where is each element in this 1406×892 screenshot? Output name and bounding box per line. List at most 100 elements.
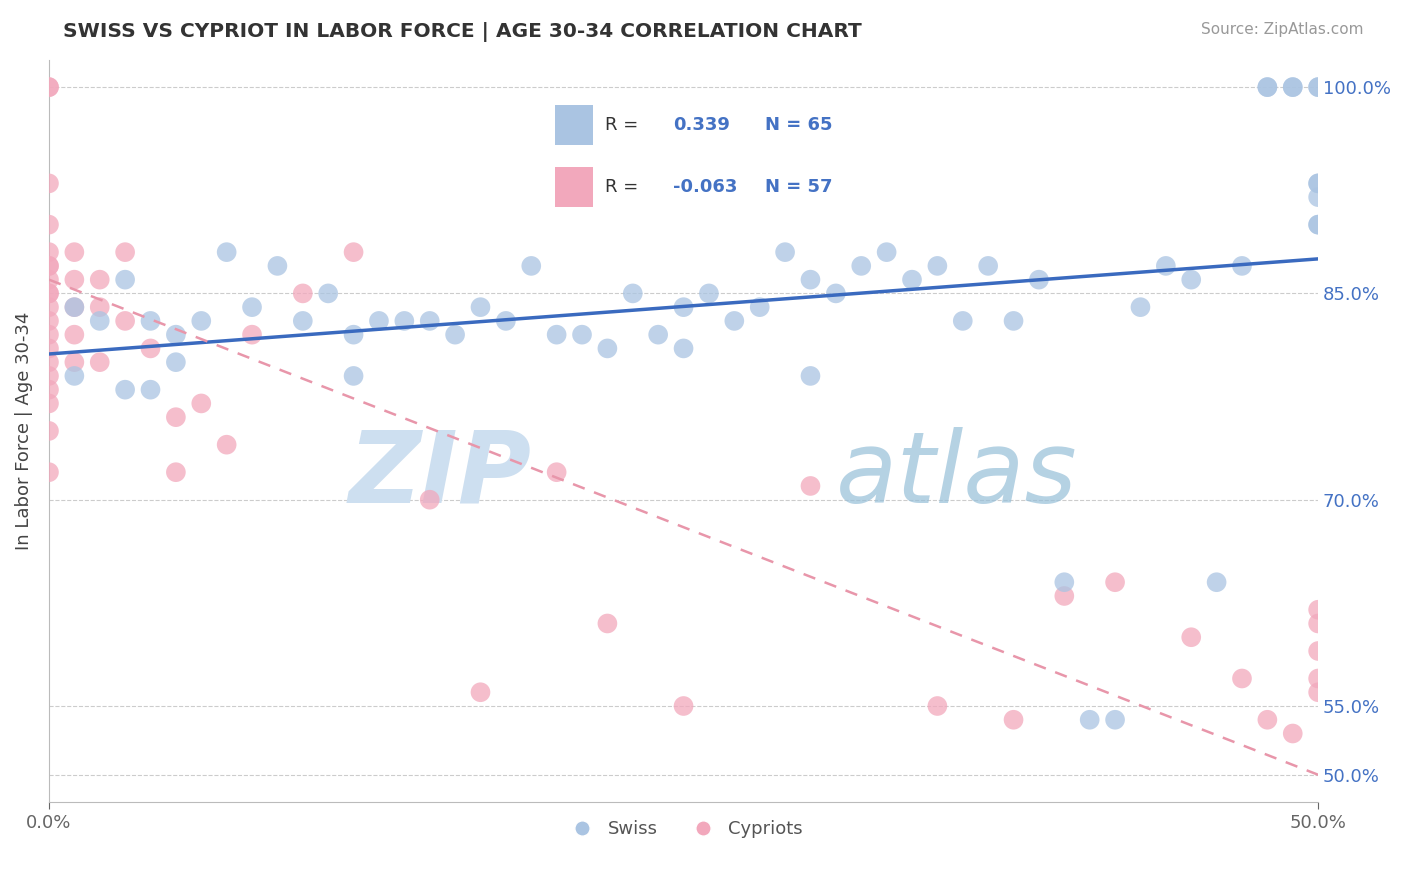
Point — [1281, 80, 1303, 95]
Point — [38, 80, 60, 95]
Text: atlas: atlas — [835, 427, 1077, 524]
Point — [1028, 273, 1050, 287]
Point — [901, 273, 924, 287]
Point — [266, 259, 288, 273]
Point — [63, 300, 86, 314]
Point — [139, 314, 162, 328]
Point — [1256, 80, 1278, 95]
Point — [38, 424, 60, 438]
Point — [342, 245, 364, 260]
Point — [1154, 259, 1177, 273]
Point — [1002, 713, 1025, 727]
Point — [1256, 713, 1278, 727]
Point — [444, 327, 467, 342]
Point — [63, 327, 86, 342]
Point — [63, 300, 86, 314]
Point — [1256, 80, 1278, 95]
Point — [799, 479, 821, 493]
Point — [773, 245, 796, 260]
Point — [1308, 218, 1330, 232]
Point — [38, 368, 60, 383]
Point — [1281, 726, 1303, 740]
Point — [419, 314, 441, 328]
Point — [63, 368, 86, 383]
Point — [139, 342, 162, 356]
Text: Source: ZipAtlas.com: Source: ZipAtlas.com — [1201, 22, 1364, 37]
Point — [470, 685, 492, 699]
Point — [291, 286, 314, 301]
Point — [165, 465, 187, 479]
Point — [38, 273, 60, 287]
Point — [927, 698, 949, 713]
Point — [1104, 575, 1126, 590]
Point — [596, 342, 619, 356]
Point — [1002, 314, 1025, 328]
Point — [240, 300, 263, 314]
Point — [89, 300, 111, 314]
Point — [1180, 273, 1202, 287]
Point — [165, 327, 187, 342]
Point — [114, 383, 136, 397]
Point — [748, 300, 770, 314]
Point — [1104, 713, 1126, 727]
Point — [1308, 80, 1330, 95]
Point — [952, 314, 974, 328]
Point — [596, 616, 619, 631]
Point — [876, 245, 898, 260]
Point — [38, 177, 60, 191]
Point — [38, 286, 60, 301]
Point — [672, 342, 695, 356]
Point — [89, 273, 111, 287]
Text: ZIP: ZIP — [349, 427, 531, 524]
Point — [38, 300, 60, 314]
Point — [215, 438, 238, 452]
Point — [672, 300, 695, 314]
Point — [291, 314, 314, 328]
Point — [799, 273, 821, 287]
Point — [38, 80, 60, 95]
Legend: Swiss, Cypriots: Swiss, Cypriots — [557, 813, 810, 846]
Point — [1281, 80, 1303, 95]
Point — [89, 314, 111, 328]
Point — [1308, 80, 1330, 95]
Point — [1308, 218, 1330, 232]
Point — [165, 355, 187, 369]
Point — [1053, 589, 1076, 603]
Point — [215, 245, 238, 260]
Point — [38, 245, 60, 260]
Point — [495, 314, 517, 328]
Point — [672, 698, 695, 713]
Point — [571, 327, 593, 342]
Point — [190, 396, 212, 410]
Point — [1308, 177, 1330, 191]
Point — [1308, 177, 1330, 191]
Point — [240, 327, 263, 342]
Point — [38, 355, 60, 369]
Point — [368, 314, 391, 328]
Point — [470, 300, 492, 314]
Point — [139, 383, 162, 397]
Point — [1308, 190, 1330, 204]
Point — [38, 465, 60, 479]
Point — [520, 259, 543, 273]
Point — [697, 286, 720, 301]
Point — [165, 410, 187, 425]
Point — [114, 245, 136, 260]
Point — [1230, 259, 1253, 273]
Point — [38, 218, 60, 232]
Point — [38, 286, 60, 301]
Point — [1230, 672, 1253, 686]
Point — [419, 492, 441, 507]
Point — [1308, 603, 1330, 617]
Point — [316, 286, 339, 301]
Point — [977, 259, 1000, 273]
Point — [38, 259, 60, 273]
Point — [38, 396, 60, 410]
Point — [342, 368, 364, 383]
Point — [1308, 644, 1330, 658]
Point — [1308, 616, 1330, 631]
Point — [89, 355, 111, 369]
Point — [38, 314, 60, 328]
Point — [851, 259, 873, 273]
Point — [799, 368, 821, 383]
